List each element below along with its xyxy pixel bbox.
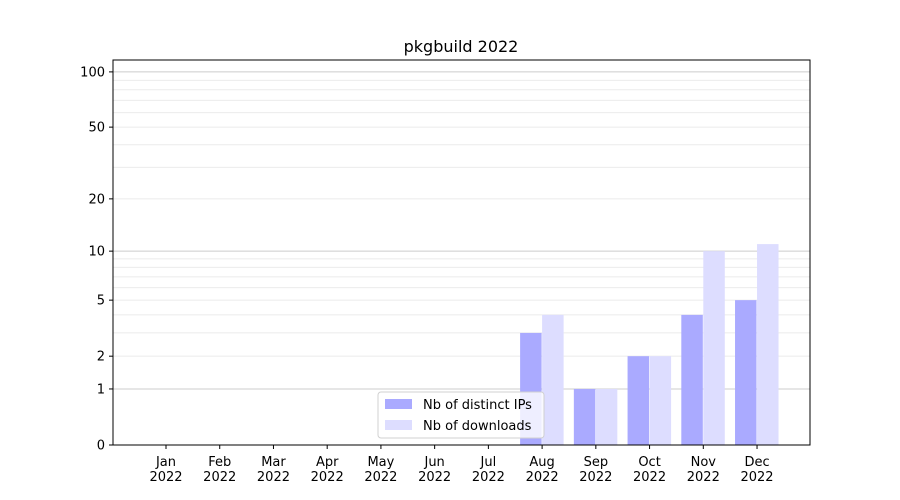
x-tick-label: Apr 2022 [311, 455, 344, 485]
x-tick-label: Jan 2022 [149, 455, 182, 485]
bar-distinct-ips [735, 300, 757, 445]
bar-distinct-ips [573, 388, 596, 445]
y-tick-label: 100 [80, 65, 105, 80]
x-tick-label: Aug 2022 [526, 455, 559, 485]
y-tick-label: 2 [97, 350, 105, 365]
bar-downloads [542, 314, 564, 445]
legend-label: Nb of downloads [423, 419, 532, 434]
x-tick-label: Dec 2022 [740, 455, 773, 485]
x-tick-label: Sep 2022 [579, 455, 612, 485]
legend-box [377, 391, 545, 439]
legend-label: Nb of distinct IPs [423, 398, 532, 413]
chart-title: pkgbuild 2022 [404, 37, 519, 56]
bar-distinct-ips [681, 314, 703, 445]
x-tick-label: May 2022 [364, 455, 397, 485]
bar-downloads [649, 356, 672, 445]
legend: Nb of distinct IPs Nb of downloads [377, 391, 545, 439]
x-tick-label: Feb 2022 [203, 455, 236, 485]
y-tick-label: 20 [88, 192, 105, 207]
legend-swatch [385, 420, 412, 430]
x-tick-label: Jul 2022 [472, 455, 505, 485]
y-tick-label: 10 [88, 245, 105, 260]
y-tick-label: 50 [88, 121, 105, 136]
y-tick-label: 0 [97, 439, 105, 454]
bar-distinct-ips [627, 356, 650, 445]
legend-swatch [385, 399, 412, 409]
x-tick-label: Nov 2022 [687, 455, 720, 485]
x-tick-label: Jun 2022 [418, 455, 451, 485]
bar-downloads [757, 244, 779, 445]
bar-downloads [595, 388, 618, 445]
x-tick-label: Oct 2022 [633, 455, 666, 485]
x-tick-label: Mar 2022 [257, 455, 290, 485]
y-tick-label: 1 [97, 382, 105, 397]
y-tick-label: 5 [97, 294, 105, 309]
plot-frame [112, 59, 811, 446]
bar-downloads [703, 251, 725, 445]
